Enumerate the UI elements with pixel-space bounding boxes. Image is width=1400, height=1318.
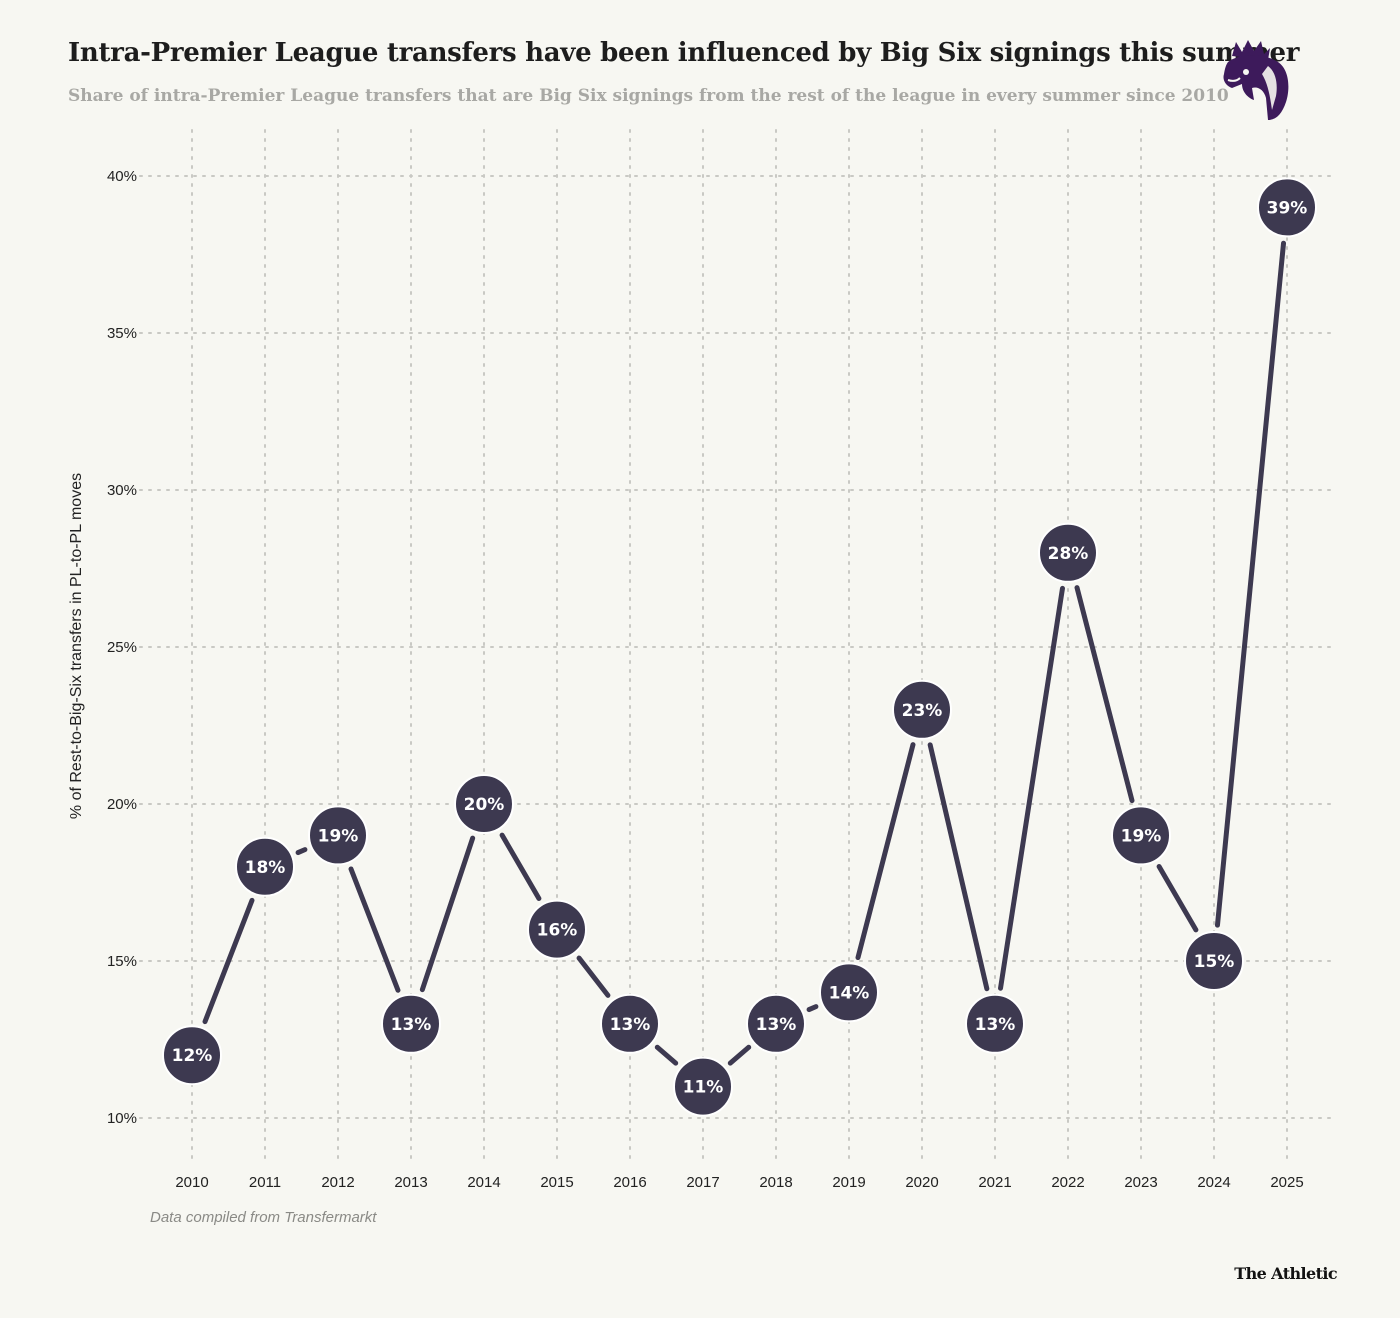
data-point-marker bbox=[892, 679, 952, 740]
x-tick-label: 2011 bbox=[249, 1174, 281, 1191]
data-point-label: 15% bbox=[1194, 952, 1235, 972]
x-tick-label: 2014 bbox=[467, 1174, 500, 1191]
line-segment bbox=[998, 585, 1065, 991]
x-tick-label: 2018 bbox=[759, 1174, 792, 1191]
premier-league-lion-icon bbox=[1220, 40, 1292, 129]
line-segment bbox=[927, 742, 990, 992]
data-point-marker bbox=[1038, 522, 1098, 583]
data-point-label: 13% bbox=[610, 1015, 651, 1035]
chart-subtitle: Share of intra-Premier League transfers … bbox=[68, 86, 1229, 106]
data-point-marker bbox=[527, 899, 587, 960]
data-point-marker bbox=[600, 993, 660, 1054]
chart-title: Intra-Premier League transfers have been… bbox=[68, 38, 1300, 68]
y-tick-label: 30% bbox=[107, 482, 137, 499]
line-segment bbox=[419, 835, 476, 993]
grid bbox=[139, 129, 1336, 1161]
line-segment bbox=[348, 866, 401, 993]
data-point-marker bbox=[235, 836, 295, 897]
y-tick-label: 10% bbox=[107, 1110, 137, 1127]
line-segment bbox=[1214, 240, 1287, 928]
x-tick-label: 2010 bbox=[175, 1174, 208, 1191]
data-point-label: 14% bbox=[829, 983, 870, 1003]
y-tick-label: 25% bbox=[107, 639, 137, 656]
y-tick-label: 35% bbox=[107, 325, 137, 342]
line-segment bbox=[576, 955, 611, 998]
x-tick-label: 2013 bbox=[394, 1174, 427, 1191]
data-point-label: 19% bbox=[1121, 826, 1162, 846]
data-point-marker bbox=[965, 993, 1025, 1054]
x-tick-label: 2024 bbox=[1197, 1174, 1230, 1191]
data-point-label: 39% bbox=[1267, 198, 1308, 218]
x-tick-label: 2022 bbox=[1051, 1174, 1084, 1191]
data-point-marker bbox=[454, 774, 514, 834]
data-point-label: 20% bbox=[464, 795, 505, 815]
data-point-label: 11% bbox=[683, 1078, 724, 1098]
data-point-marker bbox=[673, 1056, 733, 1117]
data-point-marker bbox=[381, 993, 441, 1054]
y-axis-label: % of Rest-to-Big-Six transfers in PL-to-… bbox=[68, 473, 85, 819]
line-segment bbox=[1074, 585, 1135, 804]
data-point-marker bbox=[819, 962, 879, 1023]
data-point-label: 28% bbox=[1048, 544, 1089, 564]
source-note: Data compiled from Transfermarkt bbox=[150, 1209, 377, 1226]
x-tick-label: 2023 bbox=[1124, 1174, 1157, 1191]
x-tick-label: 2017 bbox=[686, 1174, 719, 1191]
line-segment bbox=[727, 1044, 752, 1066]
data-point-marker bbox=[308, 805, 368, 866]
line-segment bbox=[295, 847, 308, 856]
line-segment bbox=[855, 742, 916, 961]
x-tick-label: 2012 bbox=[321, 1174, 354, 1191]
y-tick-label: 15% bbox=[107, 953, 137, 970]
y-tick-label: 20% bbox=[107, 796, 137, 813]
data-point-marker bbox=[746, 993, 806, 1054]
data-point-label: 16% bbox=[537, 921, 578, 941]
brand-logo: The Athletic bbox=[1234, 1264, 1337, 1283]
data-point-label: 13% bbox=[975, 1015, 1016, 1035]
data-point-label: 18% bbox=[245, 858, 286, 878]
line-segment bbox=[806, 1004, 819, 1013]
x-tick-label: 2021 bbox=[978, 1174, 1011, 1191]
series-line bbox=[202, 240, 1287, 1066]
data-point-label: 19% bbox=[318, 826, 359, 846]
line-segment bbox=[202, 897, 255, 1025]
line-segment bbox=[499, 832, 542, 901]
y-tick-label: 40% bbox=[107, 168, 137, 185]
x-tick-label: 2019 bbox=[832, 1174, 865, 1191]
data-point-marker bbox=[1184, 931, 1244, 991]
data-point-marker bbox=[162, 1025, 222, 1086]
line-segment bbox=[1156, 864, 1199, 933]
axes: 10% 15% 20% 25% 30% 35% 40% 2010 2011 2012 2013 201… bbox=[107, 168, 1304, 1191]
x-tick-label: 2016 bbox=[613, 1174, 646, 1191]
data-point-marker bbox=[1257, 177, 1317, 238]
line-segment bbox=[654, 1044, 679, 1066]
x-tick-label: 2025 bbox=[1270, 1174, 1303, 1191]
data-points: 12% 18% 19% 13% 20% 16% 13% 11% 13% 14% 23% 13% 28% 1… bbox=[162, 177, 1317, 1117]
x-tick-label: 2020 bbox=[905, 1174, 938, 1191]
data-point-label: 13% bbox=[756, 1015, 797, 1035]
x-tick-label: 2015 bbox=[540, 1174, 573, 1191]
data-point-label: 13% bbox=[391, 1015, 432, 1035]
data-point-marker bbox=[1111, 805, 1171, 866]
data-point-label: 12% bbox=[172, 1046, 213, 1066]
data-point-label: 23% bbox=[902, 701, 943, 721]
